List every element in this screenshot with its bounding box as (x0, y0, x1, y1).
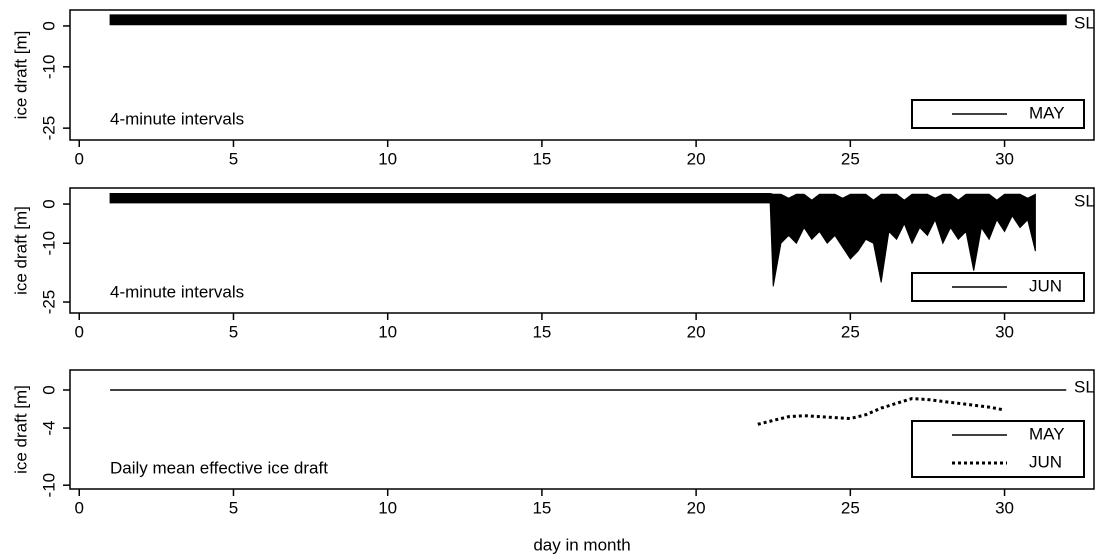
x-tick-label: 0 (75, 149, 84, 168)
x-tick-label: 20 (687, 498, 706, 517)
legend-label: JUN (1029, 452, 1062, 471)
x-tick-label: 30 (995, 322, 1014, 341)
x-tick-label: 0 (75, 498, 84, 517)
x-tick-label: 25 (841, 322, 860, 341)
y-tick-label: -25 (39, 116, 58, 141)
draft-band (109, 14, 1067, 26)
y-tick-label: 0 (39, 385, 58, 394)
legend-box (911, 420, 1085, 478)
sl-label: SL (1074, 377, 1095, 396)
plot-frame (69, 9, 1095, 141)
y-axis-label: ice draft [m] (11, 206, 30, 295)
x-tick-label: 30 (995, 498, 1014, 517)
plot-frame (69, 369, 1095, 490)
sl-label: SL (1074, 192, 1095, 211)
x-tick-label: 10 (378, 498, 397, 517)
legend-label: JUN (1029, 276, 1062, 295)
legend-label: MAY (1029, 424, 1065, 443)
y-axis-label: ice draft [m] (11, 385, 30, 474)
x-tick-label: 30 (995, 149, 1014, 168)
y-axis-label: ice draft [m] (11, 31, 30, 120)
annotation: 4-minute intervals (110, 109, 244, 128)
x-tick-label: 15 (532, 322, 551, 341)
y-tick-label: -10 (39, 473, 58, 498)
draft-band (109, 192, 1036, 287)
x-tick-label: 25 (841, 149, 860, 168)
x-tick-label: 15 (532, 149, 551, 168)
x-tick-label: 25 (841, 498, 860, 517)
y-tick-label: -25 (39, 290, 58, 315)
y-tick-label: 0 (39, 199, 58, 208)
x-tick-label: 10 (378, 322, 397, 341)
x-tick-label: 20 (687, 322, 706, 341)
sl-label: SL (1074, 13, 1095, 32)
x-tick-label: 5 (229, 498, 238, 517)
legend-label: MAY (1029, 103, 1065, 122)
y-tick-label: -10 (39, 231, 58, 256)
x-tick-label: 5 (229, 322, 238, 341)
y-tick-label: 0 (39, 21, 58, 30)
x-tick-label: 0 (75, 322, 84, 341)
x-axis-label: day in month (533, 535, 630, 554)
x-tick-label: 20 (687, 149, 706, 168)
y-tick-label: -4 (39, 421, 58, 436)
x-tick-label: 15 (532, 498, 551, 517)
annotation: 4-minute intervals (110, 282, 244, 301)
y-tick-label: -10 (39, 55, 58, 80)
x-tick-label: 10 (378, 149, 397, 168)
draft-line (757, 397, 1005, 426)
x-tick-label: 5 (229, 149, 238, 168)
annotation: Daily mean effective ice draft (110, 458, 328, 477)
plot-frame (69, 187, 1095, 314)
